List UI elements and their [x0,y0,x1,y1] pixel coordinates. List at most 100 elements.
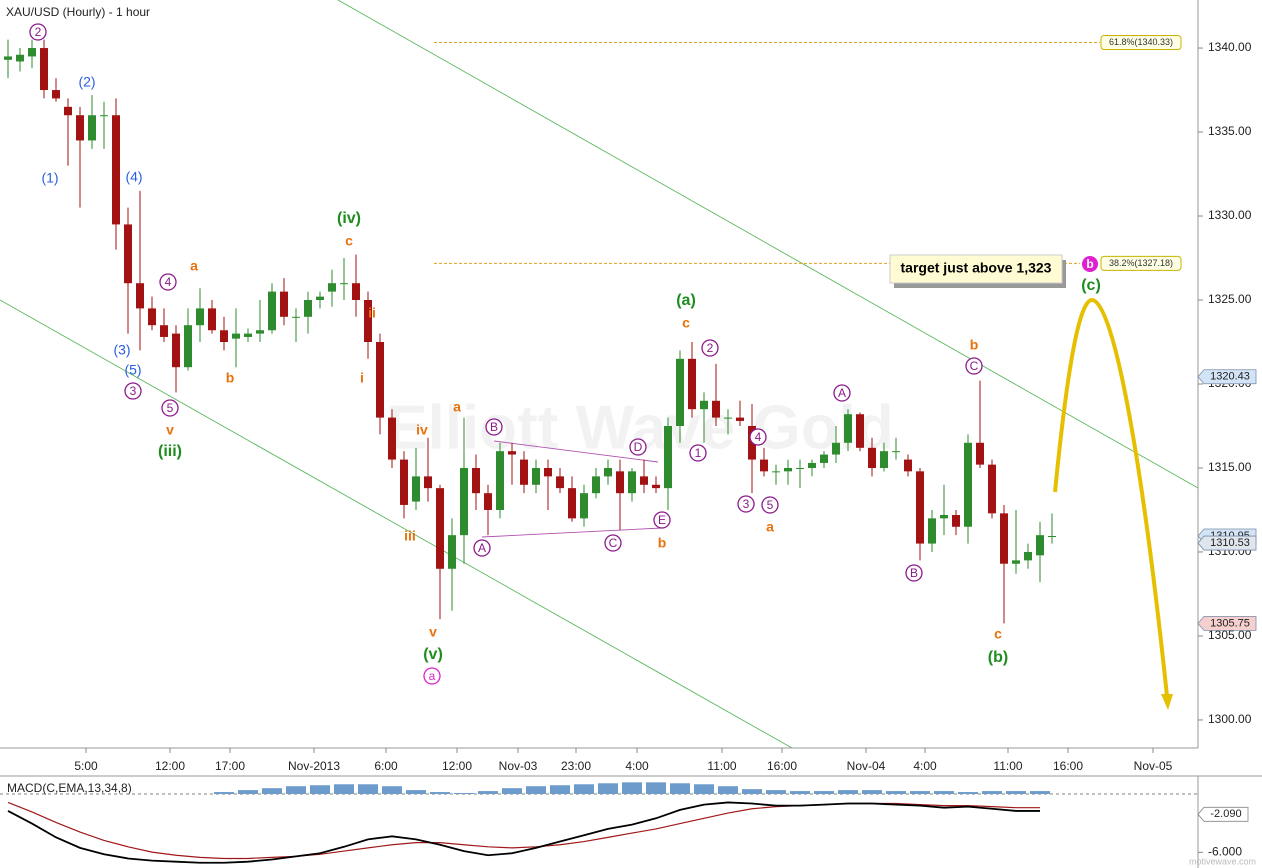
x-tick-label: Nov-2013 [288,759,340,773]
histogram-bar [214,792,234,794]
wave-label-circle [749,428,767,446]
wave-label-circle [1082,256,1098,272]
wave-label: (5) [124,362,141,378]
wave-label: B [490,420,498,434]
histogram-bar [862,790,882,794]
wave-label: 2 [707,341,714,355]
y-tick-label: 1325.00 [1208,292,1252,306]
candle-body [376,342,384,418]
histogram-bar [574,784,594,794]
candle-body [40,48,48,91]
histogram-bar [790,791,810,794]
wave-label-circle [629,438,647,456]
candle-body [712,400,720,418]
price-marker [1197,535,1257,551]
candle-body [184,325,192,368]
candle-body [1012,560,1020,564]
histogram-bar [286,786,306,794]
candle-body [292,316,300,318]
wave-label: a [766,519,774,535]
candle-body [1000,513,1008,564]
candle-body [136,283,144,309]
candle-body [1048,536,1056,538]
candle-body [436,488,444,569]
y-tick-label: 1340.00 [1208,40,1252,54]
wave-label-circle [701,339,719,357]
candle-body [820,454,828,463]
wave-label-circle [965,357,983,375]
wave-label: b [970,337,979,353]
price-marker-label: 1305.75 [1210,617,1250,629]
candle-body [868,447,876,468]
candle-body [484,493,492,510]
histogram-bar [934,791,954,794]
candle-body [952,515,960,527]
histogram-bar [526,786,546,794]
x-tick-label: 12:00 [442,759,472,773]
candle-body [520,459,528,485]
candle-body [544,467,552,477]
candle-body [148,308,156,326]
histogram-bar [958,792,978,794]
candle-body [412,476,420,502]
wave-label: B [910,566,918,580]
candle-body [880,451,888,468]
wave-label: c [682,315,690,331]
wave-label: 3 [743,497,750,511]
wave-label: C [609,536,618,550]
x-tick-label: 17:00 [215,759,245,773]
candle-body [580,493,588,519]
wave-label: b [226,370,235,386]
candle-body [904,459,912,472]
candle-body [736,417,744,421]
wave-label: 4 [755,430,762,444]
candle-body [784,467,792,472]
macd-title: MACD(C,EMA,13,34,8) [7,781,132,795]
candle-body [856,414,864,448]
histogram-bar [1006,791,1026,794]
wave-label: b [1086,257,1093,271]
histogram-bar [550,785,570,794]
x-tick-label: 16:00 [1053,759,1083,773]
fib-label: 38.2%(1327.18) [1109,258,1173,268]
x-tick-label: Nov-03 [499,759,538,773]
x-tick-label: 11:00 [993,759,1022,773]
price-marker-label: 1310.53 [1210,537,1250,549]
candle-body [352,283,360,301]
triangle-lower [481,527,663,538]
wave-label-circle [905,564,923,582]
candle-body [1024,551,1032,561]
candle-body [256,330,264,334]
wave-label-circle [485,418,503,436]
wave-label: v [166,422,174,438]
candle-body [220,330,228,343]
candle-body [688,358,696,410]
candle-body [4,56,12,60]
candle-body [100,115,108,117]
y-tick-label: 1300.00 [1208,712,1252,726]
candle-body [604,467,612,477]
wave-label: 1 [695,446,702,460]
candle-body [916,471,924,544]
candle-body [208,308,216,331]
candle-body [124,224,132,284]
candle-body [472,467,480,494]
candle-body [772,471,780,473]
histogram-bar [814,791,834,794]
histogram-bar [382,786,402,794]
wave-label-circle [124,382,142,400]
wave-label-circle [473,539,491,557]
histogram-bar [886,791,906,794]
x-tick-label: Nov-04 [847,759,886,773]
histogram-bar [838,790,858,794]
wave-label-circle [761,496,779,514]
triangle-upper [493,440,659,463]
wave-label: c [994,626,1002,642]
wave-label: 5 [167,401,174,415]
price-marker [1197,615,1257,631]
candle-body [160,325,168,337]
wave-label: b [658,535,667,551]
candle-body [112,115,120,225]
candle-body [640,476,648,485]
